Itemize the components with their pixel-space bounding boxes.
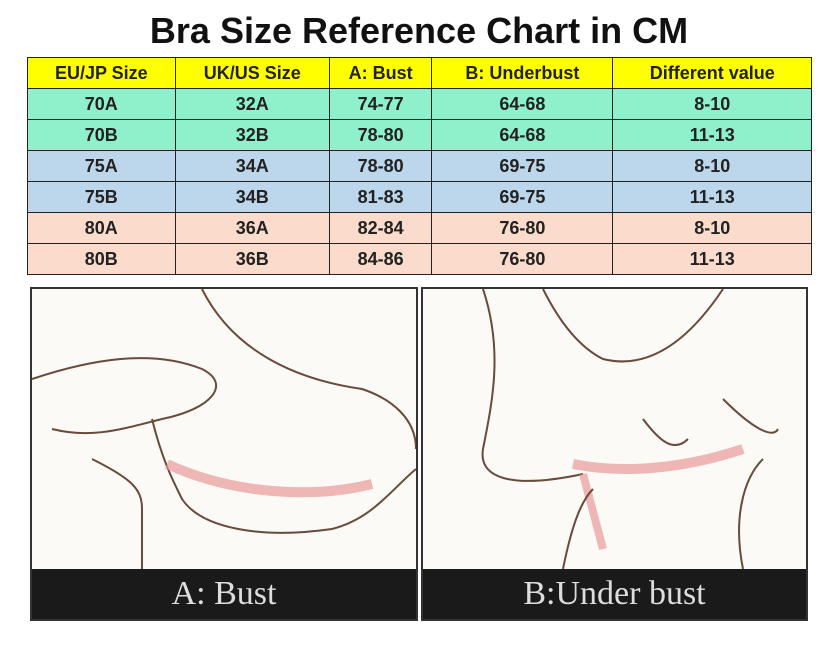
table-cell: 80A bbox=[27, 212, 176, 244]
bust-figure-drawing bbox=[32, 289, 416, 569]
underbust-illustration: B:Under bust bbox=[421, 287, 808, 621]
table-cell: 8-10 bbox=[612, 212, 812, 244]
bust-caption: A: Bust bbox=[32, 569, 416, 619]
table-row: 80B 36B 84-86 76-80 11-13 bbox=[27, 243, 812, 275]
table-cell: 80B bbox=[27, 243, 176, 275]
table-cell: 70B bbox=[27, 119, 176, 151]
table-cell: 84-86 bbox=[328, 243, 433, 275]
table-cell: 8-10 bbox=[612, 88, 812, 120]
table-cell: 11-13 bbox=[612, 243, 812, 275]
table-cell: 78-80 bbox=[328, 150, 433, 182]
table-cell: 76-80 bbox=[431, 212, 614, 244]
table-cell: 74-77 bbox=[328, 88, 433, 120]
table-row: 70B 32B 78-80 64-68 11-13 bbox=[27, 119, 812, 151]
table-cell: 81-83 bbox=[328, 181, 433, 213]
underbust-figure-drawing bbox=[481, 289, 779, 569]
table-cell: 69-75 bbox=[431, 150, 614, 182]
table-cell: 70A bbox=[27, 88, 176, 120]
table-cell: 64-68 bbox=[431, 88, 614, 120]
table-cell: 75B bbox=[27, 181, 176, 213]
table-cell: 75A bbox=[27, 150, 176, 182]
header-cell: Different value bbox=[612, 57, 812, 89]
table-cell: 11-13 bbox=[612, 119, 812, 151]
table-row: 75A 34A 78-80 69-75 8-10 bbox=[27, 150, 812, 182]
table-cell: 78-80 bbox=[328, 119, 433, 151]
table-cell: 36A bbox=[174, 212, 330, 244]
table-header-row: EU/JP Size UK/US Size A: Bust B: Underbu… bbox=[27, 57, 812, 89]
table-cell: 76-80 bbox=[431, 243, 614, 275]
bust-illustration: A: Bust bbox=[30, 287, 418, 621]
header-cell: EU/JP Size bbox=[27, 57, 176, 89]
table-cell: 69-75 bbox=[431, 181, 614, 213]
table-cell: 34A bbox=[174, 150, 330, 182]
table-cell: 64-68 bbox=[431, 119, 614, 151]
table-row: 75B 34B 81-83 69-75 11-13 bbox=[27, 181, 812, 213]
table-cell: 32A bbox=[174, 88, 330, 120]
size-chart-table: EU/JP Size UK/US Size A: Bust B: Underbu… bbox=[27, 57, 812, 275]
table-cell: 34B bbox=[174, 181, 330, 213]
header-cell: B: Underbust bbox=[431, 57, 614, 89]
header-cell: UK/US Size bbox=[174, 57, 330, 89]
table-cell: 8-10 bbox=[612, 150, 812, 182]
table-cell: 82-84 bbox=[328, 212, 433, 244]
table-row: 80A 36A 82-84 76-80 8-10 bbox=[27, 212, 812, 244]
table-cell: 32B bbox=[174, 119, 330, 151]
table-row: 70A 32A 74-77 64-68 8-10 bbox=[27, 88, 812, 120]
page-title: Bra Size Reference Chart in CM bbox=[149, 10, 689, 51]
table-cell: 11-13 bbox=[612, 181, 812, 213]
table-cell: 36B bbox=[174, 243, 330, 275]
header-cell: A: Bust bbox=[328, 57, 433, 89]
underbust-caption: B:Under bust bbox=[423, 569, 806, 619]
